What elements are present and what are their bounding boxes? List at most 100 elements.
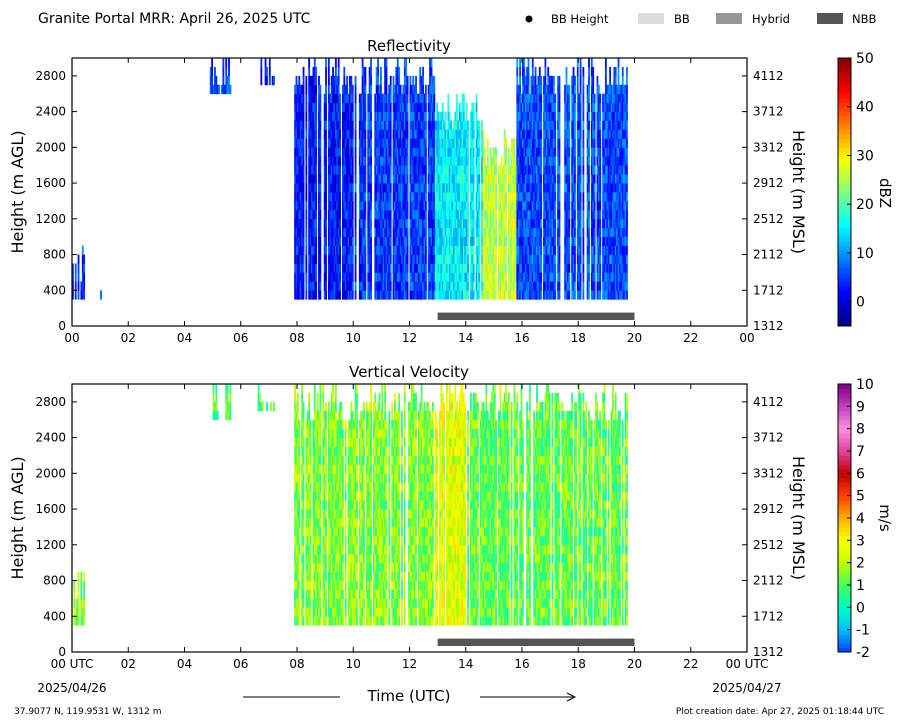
echo-cell bbox=[422, 138, 424, 148]
echo-cell bbox=[342, 254, 344, 264]
echo-cell bbox=[489, 272, 492, 282]
echo-cell bbox=[323, 263, 326, 273]
echo-cell bbox=[405, 236, 408, 246]
echo-cell bbox=[413, 111, 416, 121]
echo-cell bbox=[512, 138, 514, 148]
echo-cell bbox=[360, 218, 363, 229]
echo-cell bbox=[351, 129, 354, 139]
echo-cell bbox=[481, 192, 484, 202]
echo-cell bbox=[412, 236, 415, 246]
echo-cell bbox=[446, 245, 448, 255]
echo-cell bbox=[375, 102, 378, 112]
echo-cell bbox=[432, 183, 434, 193]
echo-cell bbox=[448, 192, 451, 202]
echo-cell bbox=[295, 290, 298, 300]
echo-cell bbox=[410, 156, 413, 166]
echo-cell bbox=[596, 75, 599, 86]
echo-cell bbox=[422, 263, 424, 273]
echo-cell bbox=[626, 192, 628, 202]
echo-cell bbox=[503, 165, 506, 175]
echo-cell bbox=[419, 84, 422, 95]
echo-cell bbox=[295, 236, 298, 246]
colorbar-segment bbox=[838, 169, 851, 175]
echo-cell bbox=[588, 93, 590, 104]
legend-nbb-swatch bbox=[817, 13, 843, 24]
echo-cell bbox=[406, 120, 409, 130]
echo-cell bbox=[510, 183, 513, 193]
echo-cell bbox=[368, 93, 371, 104]
echo-cell bbox=[461, 156, 464, 166]
echo-cell bbox=[315, 165, 318, 175]
echo-cell bbox=[574, 165, 576, 175]
echo-cell bbox=[454, 272, 457, 282]
echo-cell bbox=[505, 245, 507, 255]
echo-cell bbox=[350, 165, 353, 175]
echo-cell bbox=[298, 93, 301, 104]
echo-cell bbox=[308, 236, 311, 246]
echo-cell bbox=[502, 236, 505, 246]
echo-cell bbox=[330, 272, 333, 282]
echo-cell bbox=[430, 209, 433, 220]
echo-cell bbox=[423, 254, 426, 264]
echo-cell bbox=[374, 281, 377, 291]
echo-cell bbox=[364, 192, 367, 202]
echo-cell bbox=[329, 192, 332, 202]
echo-cell bbox=[305, 102, 308, 112]
echo-cell bbox=[363, 236, 365, 246]
echo-cell bbox=[388, 111, 391, 121]
echo-cell bbox=[489, 236, 492, 246]
echo-cell bbox=[368, 245, 371, 255]
echo-cell bbox=[482, 281, 485, 291]
echo-cell bbox=[305, 147, 308, 157]
echo-cell bbox=[457, 272, 460, 282]
echo-cell bbox=[354, 120, 357, 130]
echo-cell bbox=[522, 183, 524, 193]
echo-cell bbox=[436, 120, 439, 130]
echo-cell bbox=[499, 209, 502, 220]
echo-cell bbox=[315, 102, 318, 112]
echo-cell bbox=[588, 138, 590, 148]
echo-cell bbox=[477, 165, 479, 175]
echo-cell bbox=[509, 254, 512, 264]
echo-cell bbox=[325, 218, 327, 229]
echo-cell bbox=[417, 192, 420, 202]
echo-cell bbox=[415, 236, 417, 246]
echo-cell bbox=[347, 209, 350, 220]
echo-cell bbox=[588, 192, 590, 202]
echo-cell bbox=[311, 75, 313, 86]
echo-cell bbox=[579, 129, 582, 139]
echo-cell bbox=[403, 254, 406, 264]
echo-cell bbox=[430, 129, 433, 139]
echo-cell bbox=[554, 254, 557, 264]
echo-cell bbox=[427, 227, 430, 238]
echo-cell bbox=[410, 138, 413, 148]
echo-cell bbox=[471, 200, 474, 211]
echo-cell bbox=[520, 254, 523, 264]
echo-cell bbox=[520, 129, 523, 139]
echo-cell bbox=[507, 281, 510, 291]
echo-cell bbox=[579, 66, 582, 77]
y-tick-label: 2800 bbox=[35, 69, 66, 83]
echo-cell bbox=[387, 272, 389, 282]
echo-cell bbox=[384, 138, 386, 148]
echo-cell bbox=[302, 245, 305, 255]
echo-cell bbox=[491, 272, 493, 282]
echo-cell bbox=[427, 245, 430, 255]
echo-cell bbox=[461, 165, 464, 175]
echo-cell bbox=[422, 290, 424, 300]
echo-cell bbox=[554, 272, 557, 282]
echo-cell bbox=[346, 200, 349, 211]
echo-cell bbox=[398, 192, 401, 202]
echo-cell bbox=[330, 183, 333, 193]
echo-cell bbox=[302, 75, 305, 86]
echo-cell bbox=[441, 218, 444, 229]
colorbar-segment bbox=[838, 214, 851, 220]
echo-cell bbox=[493, 263, 496, 273]
echo-cell bbox=[582, 174, 585, 184]
colorbar-segment bbox=[838, 308, 851, 314]
echo-cell bbox=[398, 138, 401, 148]
echo-cell bbox=[462, 200, 465, 211]
echo-cell bbox=[503, 254, 506, 264]
echo-cell bbox=[381, 129, 384, 139]
echo-cell bbox=[502, 183, 505, 193]
